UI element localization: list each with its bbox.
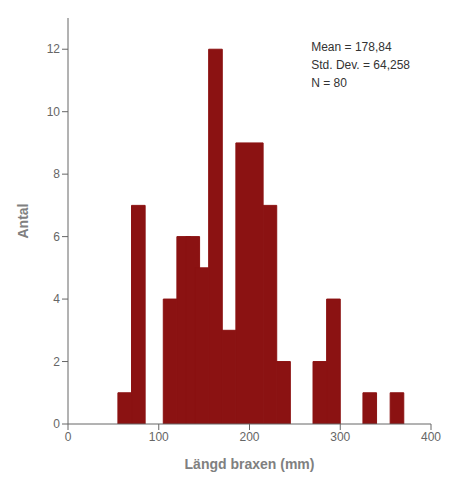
svg-text:Längd braxen (mm): Längd braxen (mm) bbox=[185, 456, 315, 472]
svg-text:6: 6 bbox=[53, 230, 60, 244]
svg-text:300: 300 bbox=[330, 430, 350, 444]
html-text:Std. Dev. = 64,258: Std. Dev. = 64,258 bbox=[311, 58, 410, 73]
svg-text:0: 0 bbox=[53, 417, 60, 431]
svg-text:Antal: Antal bbox=[15, 204, 31, 239]
svg-text:100: 100 bbox=[149, 430, 169, 444]
svg-text:2: 2 bbox=[53, 355, 60, 369]
svg-text:200: 200 bbox=[239, 430, 259, 444]
svg-text:12: 12 bbox=[47, 42, 61, 56]
svg-text:0: 0 bbox=[65, 430, 72, 444]
svg-text:10: 10 bbox=[47, 105, 61, 119]
svg-text:400: 400 bbox=[421, 430, 441, 444]
html-text:Mean = 178,84: Mean = 178,84 bbox=[311, 40, 392, 55]
html-text:N = 80: N = 80 bbox=[311, 76, 347, 91]
svg-text:4: 4 bbox=[53, 292, 60, 306]
svg-text:8: 8 bbox=[53, 167, 60, 181]
